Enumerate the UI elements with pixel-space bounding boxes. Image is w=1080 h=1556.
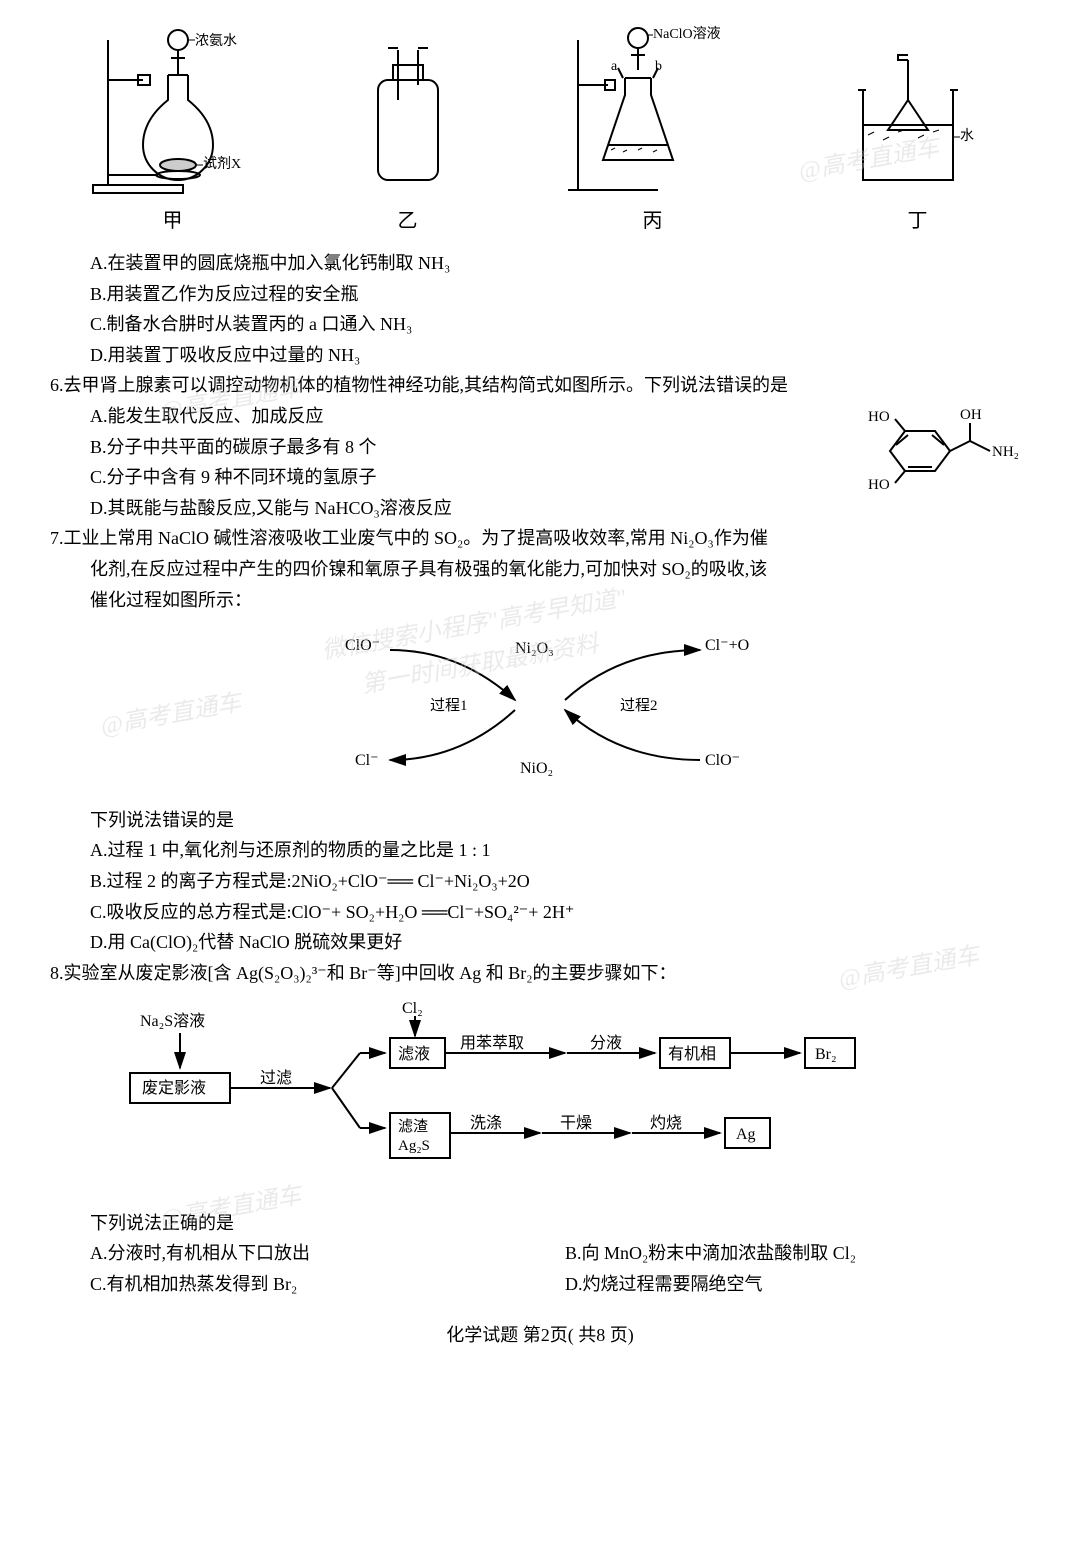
flow-ag: Ag — [736, 1126, 756, 1143]
flow-br2: Br₂ — [815, 1046, 837, 1063]
flow-residue-t: 滤渣 — [398, 1118, 428, 1135]
q7-lead: 下列说法错误的是 — [90, 805, 1040, 836]
flow-diagram: Na₂S溶液 废定影液 过滤 Cl₂ 滤液 滤渣 Ag₂S 用苯萃取 分液 有机… — [100, 998, 1040, 1198]
mol-nh2: NH₂ — [992, 444, 1019, 460]
label-bing-b: b — [655, 59, 662, 74]
apparatus-jia-svg: 浓氨水 试剂X — [83, 20, 263, 200]
cycle-clo-r: ClO⁻ — [705, 752, 740, 769]
q6-stem: 6.去甲肾上腺素可以调控动物机体的植物性神经功能,其结构简式如图所示。下列说法错… — [50, 370, 1040, 401]
cycle-ni2o3: Ni₂O₃ — [515, 640, 554, 657]
label-ding: 水 — [960, 128, 974, 144]
label-jia: 甲 — [163, 204, 183, 238]
apparatus-bing: NaClO溶液 a b 丙 — [553, 20, 753, 238]
mol-oh3: OH — [960, 407, 982, 423]
q8-stem: 8.实验室从废定影液[含 Ag(S₂O₃)₂³⁻和 Br⁻等]中回收 Ag 和 … — [50, 958, 1040, 989]
q5-opt-b: B.用装置乙作为反应过程的安全瓶 — [90, 279, 1040, 310]
label-yi: 乙 — [398, 204, 418, 238]
mol-oh1: HO — [868, 409, 890, 425]
q8-opt-d: D.灼烧过程需要隔绝空气 — [565, 1269, 1040, 1300]
flow-residue-b: Ag₂S — [398, 1138, 430, 1154]
label-ding-txt: 丁 — [908, 204, 928, 238]
flow-na2s: Na₂S溶液 — [140, 1012, 205, 1030]
flow-svg: Na₂S溶液 废定影液 过滤 Cl₂ 滤液 滤渣 Ag₂S 用苯萃取 分液 有机… — [100, 998, 960, 1188]
apparatus-bing-svg: NaClO溶液 a b — [553, 20, 753, 200]
q7-opt-c: C.吸收反应的总方程式是:ClO⁻+ SO₂+H₂O ══Cl⁻+SO₄²⁻+ … — [90, 897, 1040, 928]
cycle-proc2: 过程2 — [620, 697, 658, 714]
cycle-svg: ClO⁻ Ni₂O₃ Cl⁻+O Cl⁻ NiO₂ ClO⁻ 过程1 过程2 — [280, 625, 800, 785]
apparatus-yi-svg — [348, 40, 468, 200]
flow-cl2: Cl₂ — [402, 1000, 423, 1017]
q7-opt-d: D.用 Ca(ClO)₂代替 NaClO 脱硫效果更好 — [90, 927, 1040, 958]
q8-opt-row2: C.有机相加热蒸发得到 Br₂ D.灼烧过程需要隔绝空气 — [90, 1269, 1040, 1300]
flow-filter: 过滤 — [260, 1069, 292, 1087]
cycle-proc1: 过程1 — [430, 697, 468, 714]
label-bing: 丙 — [643, 204, 663, 238]
q8-opt-row1: A.分液时,有机相从下口放出 B.向 MnO₂粉末中滴加浓盐酸制取 Cl₂ — [90, 1238, 1040, 1269]
q7-stem2: 化剂,在反应过程中产生的四价镍和氧原子具有极强的氧化能力,可加快对 SO₂的吸收… — [90, 554, 1040, 585]
q7-stem3: 催化过程如图所示： — [90, 585, 1040, 616]
cycle-cl-l: Cl⁻ — [355, 752, 379, 769]
page-footer: 化学试题 第2页( 共8 页) — [40, 1320, 1040, 1351]
flow-wash: 洗涤 — [470, 1114, 502, 1132]
apparatus-yi: 乙 — [348, 40, 468, 238]
q8-opt-b: B.向 MnO₂粉末中滴加浓盐酸制取 Cl₂ — [565, 1238, 1040, 1269]
apparatus-jia: 浓氨水 试剂X 甲 — [83, 20, 263, 238]
flow-organic: 有机相 — [668, 1045, 716, 1063]
flow-dry: 干燥 — [560, 1114, 592, 1132]
q5-opt-d: D.用装置丁吸收反应中过量的 NH₃ — [90, 340, 1040, 371]
cycle-nio2: NiO₂ — [520, 760, 553, 777]
flow-waste: 废定影液 — [142, 1079, 206, 1097]
label-bing-top: NaClO溶液 — [653, 26, 721, 42]
apparatus-row: 浓氨水 试剂X 甲 乙 — [40, 20, 1040, 238]
q8-lead: 下列说法正确的是 — [90, 1208, 1040, 1239]
flow-burn: 灼烧 — [650, 1114, 682, 1132]
q5-opt-a: A.在装置甲的圆底烧瓶中加入氯化钙制取 NH₃ — [90, 248, 1040, 279]
label-bing-a: a — [611, 59, 618, 74]
q8-opt-a: A.分液时,有机相从下口放出 — [90, 1238, 565, 1269]
catalytic-cycle: 微信搜索小程序"高考早知道" 第一时间获取最新资料 @高考直通车 ClO⁻ Ni… — [40, 625, 1040, 795]
watermark: @高考直通车 — [98, 683, 245, 748]
q8-opt-c: C.有机相加热蒸发得到 Br₂ — [90, 1269, 565, 1300]
q7-opt-b: B.过程 2 的离子方程式是:2NiO₂+ClO⁻══ Cl⁻+Ni₂O₃+2O — [90, 866, 1040, 897]
q7-stem1: 7.工业上常用 NaClO 碱性溶液吸收工业废气中的 SO₂。为了提高吸收效率,… — [50, 523, 1040, 554]
label-jia-top: 浓氨水 — [195, 33, 237, 49]
flow-benzene: 用苯萃取 — [460, 1034, 524, 1052]
label-jia-bottom: 试剂X — [203, 156, 241, 172]
flow-divide: 分液 — [590, 1034, 622, 1052]
apparatus-ding-svg: 水 — [838, 40, 998, 200]
apparatus-ding: 水 丁 — [838, 40, 998, 238]
cycle-clo-l: ClO⁻ — [345, 637, 380, 654]
q7-opt-a: A.过程 1 中,氧化剂与还原剂的物质的量之比是 1 : 1 — [90, 835, 1040, 866]
mol-oh2: HO — [868, 477, 890, 493]
flow-filtrate: 滤液 — [398, 1045, 430, 1063]
cycle-clo-o: Cl⁻+O — [705, 637, 749, 654]
molecule: HO HO OH NH₂ — [840, 401, 1030, 511]
q5-opt-c: C.制备水合肼时从装置丙的 a 口通入 NH₃ — [90, 309, 1040, 340]
molecule-svg: HO HO OH NH₂ — [840, 401, 1030, 501]
